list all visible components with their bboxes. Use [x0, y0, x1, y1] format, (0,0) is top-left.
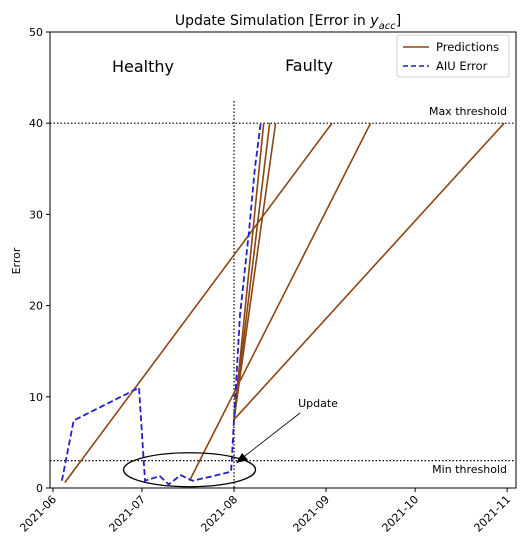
- chart-title-prefix: Update Simulation [Error in: [175, 13, 370, 29]
- prediction-line: [188, 122, 372, 482]
- update-ellipse: [122, 452, 257, 488]
- y-tick-label: 40: [29, 117, 43, 130]
- chart-title-var: y: [369, 13, 379, 29]
- x-tick-label: 2021-09: [290, 493, 332, 535]
- region-label-faulty: Faulty: [285, 56, 333, 75]
- plot-frame: [49, 31, 517, 489]
- y-tick-label: 10: [29, 391, 43, 404]
- y-tick-label: 0: [36, 482, 43, 495]
- legend-box: [396, 34, 510, 78]
- y-axis-label: Error: [10, 247, 23, 274]
- max-threshold-label: Max threshold: [429, 105, 507, 118]
- update-arrow-head: [236, 453, 248, 463]
- x-tick-label: 2021-07: [106, 493, 148, 535]
- prediction-line: [233, 123, 265, 420]
- chart-title: Update Simulation [Error in yacc]: [175, 13, 401, 32]
- min-threshold-label: Min threshold: [432, 463, 507, 476]
- x-tick-label: 2021-11: [472, 493, 514, 535]
- chart-title-sub: acc: [379, 21, 397, 32]
- prediction-line: [233, 123, 277, 420]
- x-tick-label: 2021-10: [380, 493, 422, 535]
- y-tick-label: 30: [29, 208, 43, 221]
- aiu-error-line: [61, 123, 262, 486]
- y-tick-label: 20: [29, 300, 43, 313]
- prediction-line: [64, 122, 333, 484]
- chart-title-suffix: ]: [396, 13, 401, 29]
- x-tick-label: 2021-08: [198, 493, 240, 535]
- axes: 0 10 20 30 40 50 2021-06 2021-07 2021-08 2021-09 2…: [17, 26, 517, 535]
- update-annotation-label: Update: [298, 397, 338, 410]
- prediction-line: [233, 123, 271, 420]
- region-label-healthy: Healthy: [112, 57, 174, 76]
- plot-area: [50, 101, 516, 488]
- legend-predictions-label: Predictions: [436, 40, 499, 54]
- legend-aiu-error-label: AIU Error: [436, 59, 488, 73]
- prediction-line: [233, 122, 505, 421]
- legend: Predictions AIU Error: [396, 34, 510, 78]
- x-tick-label: 2021-06: [17, 493, 59, 535]
- update-annotation-arrow: [240, 412, 301, 460]
- y-tick-label: 50: [29, 26, 43, 39]
